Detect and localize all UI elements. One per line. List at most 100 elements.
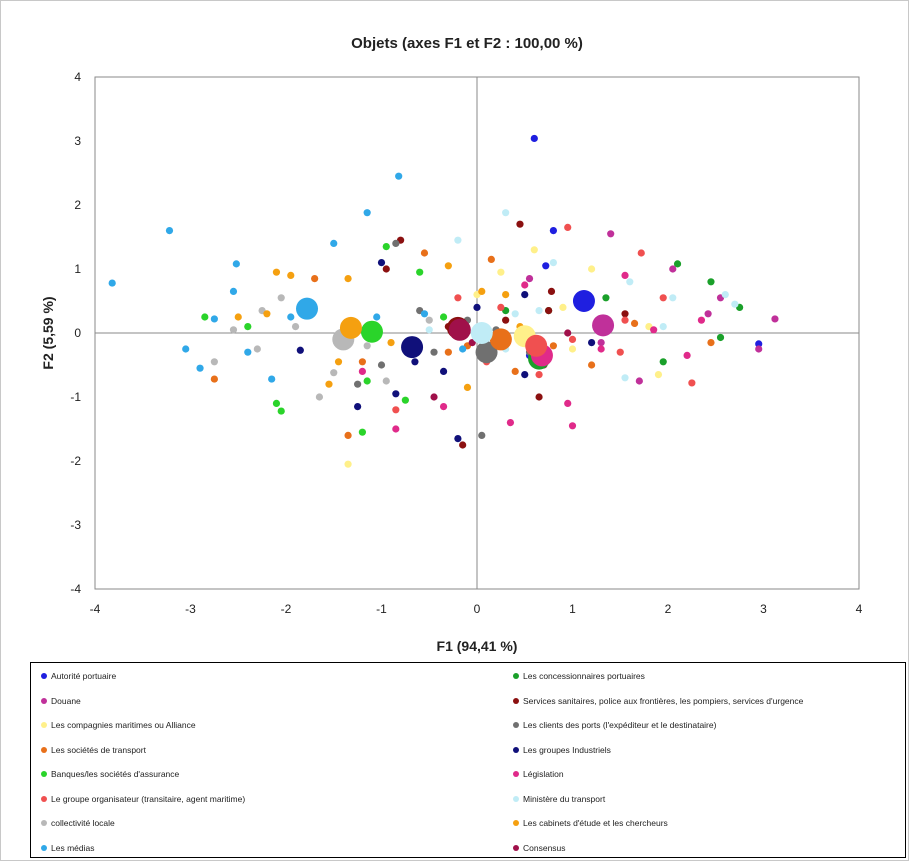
data-point [439, 403, 448, 411]
y-tick-label: -2 [70, 454, 81, 468]
legend-marker [41, 820, 47, 826]
legend-marker [513, 722, 519, 728]
data-point [635, 377, 643, 385]
data-point [502, 209, 510, 217]
x-tick-label: 0 [474, 602, 481, 616]
data-point [395, 172, 403, 180]
data-point [425, 326, 433, 334]
legend-label: Les groupes Industriels [523, 744, 611, 755]
x-tick-label: 3 [760, 602, 767, 616]
y-tick-label: 2 [74, 198, 81, 212]
data-point [291, 323, 300, 331]
data-point [382, 243, 390, 251]
data-point [549, 227, 558, 235]
data-point [416, 268, 424, 276]
data-point [344, 460, 352, 468]
data-point [358, 367, 366, 375]
data-point [535, 371, 543, 379]
data-point [196, 364, 204, 372]
data-point [344, 275, 352, 283]
data-point [392, 425, 400, 433]
legend-label: Ministère du transport [523, 793, 606, 804]
centroid-point [592, 314, 615, 337]
data-point [602, 294, 610, 302]
legend-item: Ministère du transport [513, 794, 605, 804]
data-point [354, 403, 362, 411]
data-point [439, 313, 448, 321]
legend-marker [513, 697, 519, 704]
legend-label: Le groupe organisateur (transitaire, age… [51, 793, 246, 804]
legend-item: Les concessionnaires portuaires [513, 671, 645, 681]
legend-marker [513, 673, 519, 679]
data-point [108, 279, 116, 287]
data-point [516, 220, 524, 228]
legend-item: Les médias [41, 843, 94, 853]
legend-marker [513, 844, 519, 851]
legend-marker [513, 771, 519, 777]
y-tick-label: 1 [74, 262, 81, 276]
data-point [530, 246, 538, 254]
data-point [244, 323, 252, 331]
data-point [564, 223, 572, 231]
data-point [277, 294, 285, 302]
data-point [363, 377, 371, 385]
data-point [588, 339, 596, 347]
centroid-point [572, 290, 595, 312]
y-tick-labels: 4 3 2 1 0 -1 -2 -3 -4 [70, 70, 81, 596]
data-point [425, 316, 433, 324]
x-tick-label: 2 [665, 602, 672, 616]
data-point [597, 345, 605, 353]
data-point [525, 275, 534, 283]
data-point [311, 275, 319, 283]
data-point [334, 358, 343, 366]
data-point [659, 294, 667, 302]
x-tick-label: -2 [281, 602, 292, 616]
data-point [559, 303, 567, 311]
legend-label: Douane [51, 695, 81, 706]
y-tick-label: -4 [70, 582, 81, 596]
data-point [626, 278, 634, 286]
centroid-point [401, 336, 424, 359]
legend-label: collectivité locale [51, 818, 115, 828]
data-point [616, 348, 624, 356]
legend-label: Les compagnies maritimes ou Alliance [51, 720, 196, 730]
legend-marker [513, 820, 519, 826]
data-point [568, 422, 577, 430]
data-point [354, 380, 362, 388]
data-point [244, 348, 252, 356]
legend-marker [513, 746, 519, 753]
legend-label: Les sociétés de transport [51, 744, 146, 755]
data-point [363, 209, 371, 217]
y-tick-label: -3 [70, 518, 81, 532]
data-point [621, 271, 629, 279]
data-point [392, 406, 400, 414]
y-axis-label: F2 (5,59 %) [40, 296, 56, 369]
x-tick-label: -4 [90, 602, 101, 616]
data-point [210, 375, 218, 383]
data-point [597, 339, 605, 347]
centroid-point [296, 297, 319, 320]
legend-label: Les médias [51, 842, 95, 853]
data-point [621, 310, 629, 318]
data-point [588, 361, 596, 369]
data-point [659, 323, 667, 331]
data-point [707, 278, 715, 286]
legend-item: Législation [513, 769, 564, 779]
data-point [201, 313, 209, 321]
data-point [439, 367, 448, 375]
legend-marker [41, 673, 47, 679]
legend-label: Les concessionnaires portuaires [523, 671, 645, 681]
data-point [268, 375, 276, 383]
data-point [755, 345, 763, 353]
centroid-point [448, 318, 471, 341]
x-tick-label: 1 [569, 602, 576, 616]
data-point [430, 348, 438, 356]
data-point [377, 259, 386, 267]
data-point [234, 313, 242, 321]
data-point [755, 340, 763, 348]
data-point [654, 371, 663, 379]
legend-item: Les compagnies maritimes ou Alliance [41, 720, 196, 730]
x-tick-labels: -4 -3 -2 -1 0 1 2 3 4 [90, 602, 863, 616]
data-point [330, 369, 338, 377]
